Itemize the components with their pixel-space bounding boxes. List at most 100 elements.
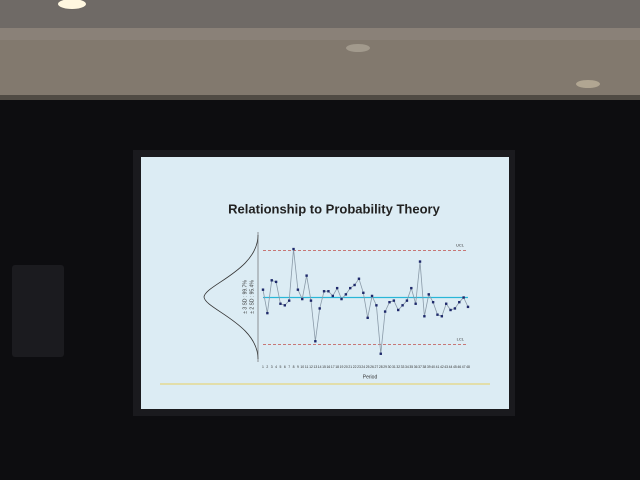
slide-title: Relationship to Probability Theory [228, 201, 440, 216]
data-point [292, 247, 295, 251]
x-tick-label: 14 [318, 365, 322, 369]
x-tick-label: 9 [297, 365, 299, 369]
x-tick-label: 21 [348, 365, 352, 369]
data-point [309, 299, 313, 302]
data-point [379, 352, 382, 355]
wall [0, 40, 640, 100]
x-tick-label: 46 [457, 365, 461, 369]
x-tick-label: 45 [453, 365, 457, 369]
x-tick-label: 13 [313, 365, 317, 369]
x-tick-label: 48 [466, 365, 470, 369]
data-point [261, 288, 265, 291]
data-point [266, 311, 269, 315]
ceiling-edge [0, 0, 640, 28]
x-tick-label: 31 [392, 365, 396, 369]
x-tick-label: 27 [375, 365, 379, 369]
x-tick-label: 2 [266, 365, 268, 369]
x-tick-label: 33 [401, 365, 405, 369]
x-tick-label: 36 [414, 365, 418, 369]
x-tick-label: 28 [379, 365, 383, 369]
data-point [436, 313, 439, 316]
data-point [401, 304, 404, 307]
x-tick-label: 38 [422, 365, 426, 369]
data-point [349, 286, 352, 290]
data-point [414, 302, 417, 305]
data-point [322, 290, 326, 293]
x-tick-label: 7 [288, 365, 290, 369]
data-point [410, 286, 413, 290]
data-point [366, 316, 369, 320]
x-tick-label: 25 [366, 365, 370, 369]
x-tick-label: 39 [427, 365, 431, 369]
data-point [353, 283, 356, 287]
x-tick-label: 37 [418, 365, 422, 369]
x-tick-label: 10 [300, 365, 304, 369]
data-point [405, 299, 409, 302]
data-point [287, 299, 291, 302]
speaker [12, 265, 64, 357]
x-tick-label: 24 [361, 365, 365, 369]
x-tick-label: 29 [383, 365, 387, 369]
x-tick-label: 47 [462, 365, 466, 369]
data-point [305, 274, 308, 277]
x-tick-label: 32 [396, 365, 400, 369]
data-point [362, 291, 365, 295]
data-point [301, 297, 304, 301]
data-point [283, 304, 287, 307]
data-point [296, 288, 300, 291]
annotation: ± 2 SD : 95.4% [249, 280, 255, 314]
data-point [431, 300, 435, 304]
x-tick-label: 5 [280, 365, 282, 369]
data-point [427, 293, 430, 296]
data-point [279, 302, 282, 305]
x-tick-label: 4 [275, 365, 277, 369]
x-tick-label: 22 [353, 365, 357, 369]
data-point [327, 290, 330, 293]
x-tick-label: 18 [335, 365, 339, 369]
data-point [318, 307, 321, 310]
x-tick-label: 3 [271, 365, 273, 369]
data-point [340, 297, 343, 301]
x-tick-label: 34 [405, 365, 409, 369]
data-point [418, 260, 422, 263]
x-tick-label: 41 [436, 365, 440, 369]
data-point [274, 280, 278, 284]
lcl-label: LCL [457, 336, 465, 341]
x-tick-label: 16 [327, 365, 331, 369]
x-tick-label: 20 [344, 365, 348, 369]
ucl-label: UCL [456, 243, 465, 248]
bell-curve [203, 234, 259, 360]
annotation: ± 3 SD : 99.7% [242, 280, 248, 314]
data-point [357, 277, 361, 280]
ceiling-light [58, 0, 86, 9]
x-tick-label: 19 [340, 365, 344, 369]
data-point [375, 304, 378, 307]
data-point [423, 315, 426, 318]
data-point [453, 307, 457, 310]
data-point [397, 308, 400, 312]
data-point [335, 286, 339, 290]
x-tick-label: 1 [262, 365, 264, 369]
x-tick-label: 43 [444, 365, 448, 369]
data-point [392, 299, 396, 302]
data-point [466, 305, 470, 309]
x-tick-label: 35 [409, 365, 413, 369]
x-tick-label: 42 [440, 365, 444, 369]
x-tick-label: 40 [431, 365, 435, 369]
x-tick-label: 6 [284, 365, 286, 369]
data-point [370, 294, 374, 298]
data-point [458, 300, 461, 304]
data-point [383, 310, 387, 313]
data-point [462, 296, 465, 299]
x-tick-label: 30 [388, 365, 392, 369]
x-tick-label: 15 [322, 365, 326, 369]
x-tick-label: 12 [309, 365, 313, 369]
x-tick-label: 23 [357, 365, 361, 369]
screen [141, 157, 509, 409]
x-tick-label: 44 [449, 365, 453, 369]
data-point [344, 293, 348, 296]
data-point [440, 315, 444, 318]
data-point [331, 294, 334, 298]
